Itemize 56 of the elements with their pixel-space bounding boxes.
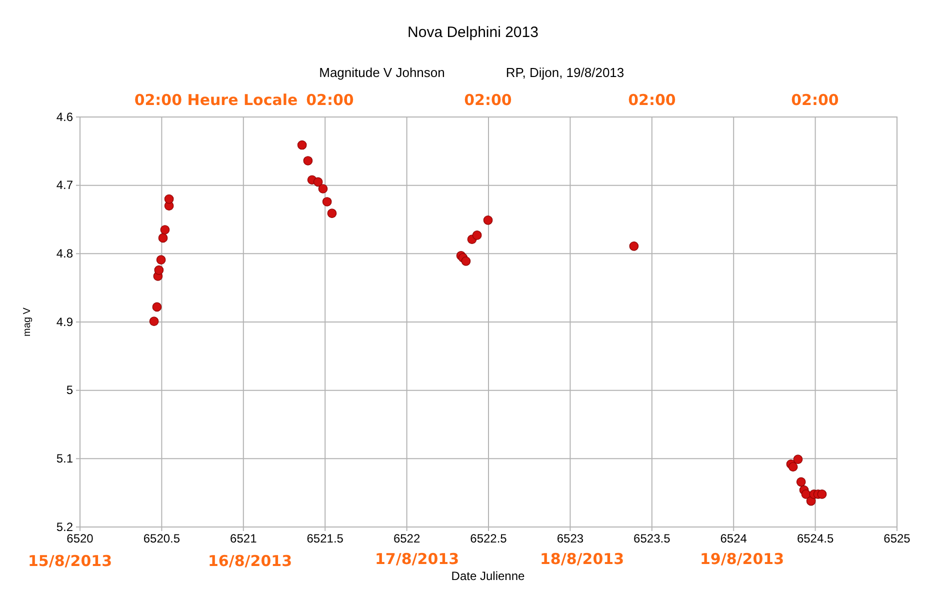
x-tick-label: 6520.5 — [143, 532, 180, 546]
y-tick-label: 5 — [66, 383, 74, 398]
text: 02:00 — [791, 91, 839, 109]
x-tick-label: 6520 — [66, 532, 94, 546]
point — [303, 156, 313, 166]
text: 17/8/2013 — [374, 550, 460, 568]
x-tick-label: 6522.5 — [470, 532, 508, 546]
point — [158, 233, 168, 243]
point — [793, 454, 803, 464]
point — [806, 496, 816, 506]
x-tick-label: 6522 — [393, 532, 420, 546]
y-tick-label: 5.1 — [56, 452, 74, 466]
x-tick-label: 6523.5 — [634, 532, 671, 546]
point — [156, 255, 166, 264]
y-tick-label: 4.6 — [56, 110, 74, 124]
text: 02:00 — [628, 91, 676, 109]
point — [313, 177, 323, 187]
text: 16/8/2013 — [208, 552, 292, 570]
point — [152, 302, 162, 312]
chart-title: Nova Delphini 2013 — [408, 24, 538, 41]
point — [472, 230, 482, 240]
point — [318, 184, 328, 194]
text: 02:00 — [464, 91, 512, 109]
y-tick-label: 4.8 — [56, 246, 74, 261]
point — [817, 490, 827, 499]
x-axis-title: Date Julienne — [451, 569, 526, 583]
y-axis-title: mag V — [22, 307, 33, 336]
point — [801, 490, 811, 499]
text: RP, Dijon, 19/8/2013 — [506, 65, 624, 80]
x-tick-label: 6524.5 — [796, 532, 834, 546]
x-tick-label: 6524 — [720, 532, 748, 546]
point — [629, 241, 639, 251]
point — [297, 140, 307, 150]
text: 15/8/2013 — [28, 552, 112, 570]
chart-subtitle: Magnitude V Johnson — [319, 65, 445, 80]
y-tick-label: 4.7 — [56, 178, 74, 192]
point — [164, 194, 174, 204]
point — [483, 216, 493, 225]
point — [327, 208, 337, 218]
point — [154, 265, 164, 275]
point — [788, 462, 798, 472]
text: 02:00 — [306, 91, 354, 109]
point — [461, 256, 471, 266]
point — [149, 316, 159, 326]
y-tick-label: 5.2 — [56, 520, 74, 534]
y-tick-label: 4.9 — [56, 314, 74, 329]
point — [796, 477, 806, 487]
x-tick-label: 6521 — [230, 532, 258, 546]
x-tick-label: 6525 — [884, 532, 911, 546]
x-tick-label: 6523 — [556, 532, 584, 546]
x-tick-label: 6521.5 — [306, 532, 344, 546]
point — [160, 225, 170, 234]
text: 02:00 Heure Locale — [134, 91, 298, 109]
point — [322, 197, 332, 206]
text: 18/8/2013 — [540, 550, 624, 568]
text: 19/8/2013 — [700, 550, 784, 568]
